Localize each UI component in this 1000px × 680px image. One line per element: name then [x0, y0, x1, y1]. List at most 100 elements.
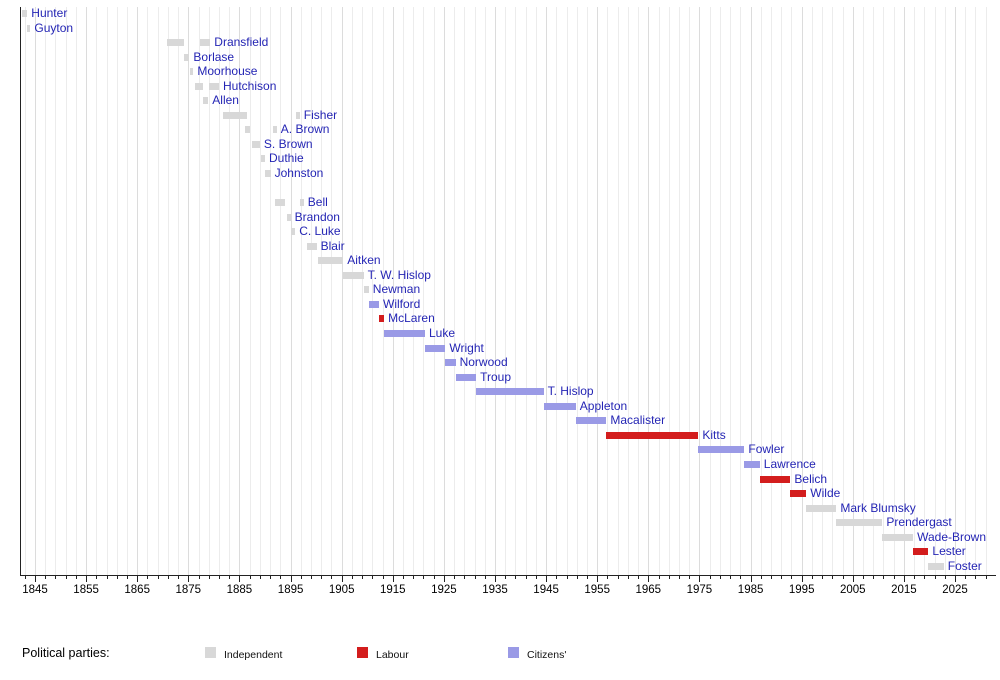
gridline — [965, 7, 967, 575]
gridline — [454, 7, 456, 575]
term-bar — [744, 460, 760, 468]
axis-tick — [24, 575, 26, 579]
gridline — [842, 7, 844, 575]
mayor-label[interactable]: Wade-Brown — [917, 529, 987, 544]
gridline — [24, 7, 26, 575]
axis-tick — [372, 575, 374, 579]
mayor-label[interactable]: Belich — [794, 471, 828, 486]
mayor-label[interactable]: Appleton — [579, 398, 628, 413]
mayor-label[interactable]: Borlase — [193, 49, 235, 64]
mayor-label[interactable]: Prendergast — [886, 515, 952, 530]
axis-tick — [914, 575, 916, 579]
mayor-label[interactable]: Lawrence — [763, 456, 816, 471]
axis-tick — [668, 575, 670, 579]
gridline — [229, 7, 231, 575]
axis-tick — [515, 575, 517, 579]
axis-tick — [556, 575, 558, 579]
axis-tick-label: 1925 — [431, 584, 457, 596]
gridline — [331, 7, 333, 575]
gridline — [679, 7, 680, 575]
axis-tick — [627, 575, 629, 579]
gridline — [249, 7, 251, 575]
mayor-label[interactable]: Wright — [449, 340, 484, 355]
axis-tick — [679, 575, 680, 579]
axis-tick — [321, 575, 323, 579]
axis-tick — [873, 575, 875, 579]
gridline — [280, 7, 282, 575]
mayor-label[interactable]: Troup — [480, 369, 511, 384]
mayor-label[interactable]: Hunter — [31, 5, 68, 20]
mayor-label[interactable]: Bell — [307, 195, 328, 210]
axis-tick — [229, 575, 231, 579]
mayor-label[interactable]: Dransfield — [214, 35, 269, 49]
axis-tick — [607, 575, 609, 579]
gridline — [822, 7, 824, 575]
gridline — [382, 7, 384, 575]
mayor-label[interactable]: Lester — [932, 544, 966, 559]
mayor-label[interactable]: Kitts — [702, 427, 726, 442]
mayor-label[interactable]: Moorhouse — [197, 64, 258, 79]
mayor-label[interactable]: Newman — [372, 282, 421, 297]
mayor-label[interactable]: T. W. Hislop — [367, 267, 431, 282]
axis-tick — [771, 575, 772, 579]
gridline — [546, 7, 548, 575]
axis-tick-label: 2015 — [891, 584, 917, 596]
term-bar — [698, 446, 745, 454]
gridline — [464, 7, 466, 575]
mayor-label[interactable]: Hutchison — [223, 78, 277, 93]
axis-tick — [362, 575, 364, 579]
gridline — [638, 7, 640, 575]
legend-swatch-labour — [357, 647, 368, 658]
mayor-label[interactable]: Blair — [320, 238, 345, 253]
axis-tick — [35, 575, 36, 582]
mayor-label[interactable]: Macalister — [610, 413, 666, 428]
legend-label-independent: Independent — [224, 649, 283, 661]
gridline — [760, 7, 762, 575]
axis-tick — [955, 575, 956, 582]
mayor-label[interactable]: Fisher — [303, 107, 338, 122]
mayor-label[interactable]: Allen — [212, 93, 239, 108]
axis-tick — [719, 575, 721, 579]
mayor-label[interactable]: Wilford — [383, 296, 421, 311]
gridline — [903, 7, 905, 575]
mayor-label[interactable]: Aitken — [347, 253, 381, 268]
axis-tick — [188, 575, 190, 582]
gridline — [873, 7, 875, 575]
axis-tick — [801, 575, 803, 582]
axis-tick-label: 1975 — [686, 584, 713, 596]
axis-tick — [617, 575, 619, 579]
axis-tick — [709, 575, 711, 579]
mayor-label[interactable]: Foster — [947, 558, 982, 573]
term-bar — [200, 39, 211, 46]
mayor-label[interactable]: Mark Blumsky — [840, 500, 916, 515]
mayor-label[interactable]: Johnston — [274, 166, 324, 180]
mayor-label[interactable]: S. Brown — [263, 136, 313, 151]
axis-tick — [535, 575, 537, 579]
axis-tick — [822, 575, 824, 579]
gridline — [495, 7, 496, 575]
gridline — [188, 7, 190, 575]
axis-tick — [443, 575, 445, 582]
mayor-label[interactable]: Fowler — [748, 442, 785, 457]
term-bar — [882, 533, 914, 541]
mayor-label[interactable]: Luke — [429, 326, 456, 340]
mayor-label[interactable]: Duthie — [269, 151, 304, 166]
gridline — [689, 7, 691, 575]
axis-tick — [55, 575, 57, 579]
gridline — [811, 7, 813, 575]
axis-tick-label: 1995 — [788, 584, 815, 596]
term-bar — [194, 82, 203, 90]
axis-tick — [167, 575, 169, 579]
axis-tick — [280, 575, 282, 579]
axis-tick — [86, 575, 88, 582]
mayor-label[interactable]: T. Hislop — [547, 384, 594, 399]
mayor-label[interactable]: Wilde — [810, 486, 841, 501]
axis-tick — [658, 575, 660, 579]
mayor-label[interactable]: McLaren — [388, 311, 435, 326]
mayor-label[interactable]: Brandon — [294, 209, 340, 224]
mayor-label[interactable]: Guyton — [34, 20, 74, 35]
mayor-label[interactable]: A. Brown — [280, 122, 330, 137]
axis-tick — [474, 575, 476, 579]
mayor-label[interactable]: Norwood — [459, 355, 508, 370]
mayor-label[interactable]: C. Luke — [299, 224, 341, 239]
